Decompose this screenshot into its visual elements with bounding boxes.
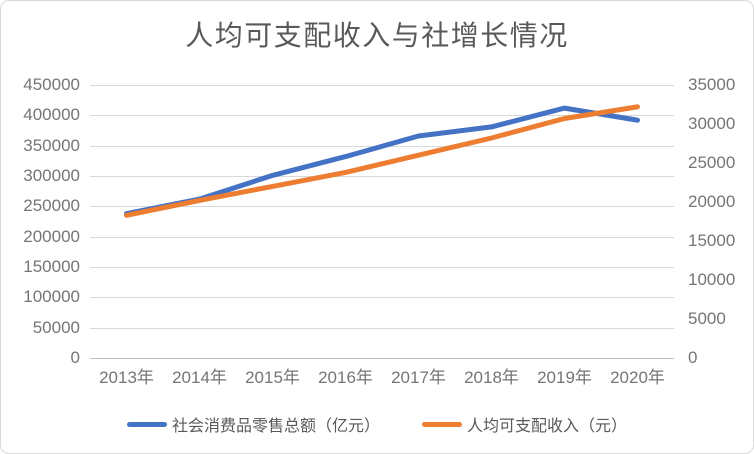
x-tick-label: 2018年 (464, 368, 519, 387)
y-left-tick-label: 450000 (23, 75, 80, 94)
gridline (90, 176, 674, 177)
x-tick-label: 2015年 (245, 368, 300, 387)
x-axis-line (90, 358, 674, 359)
legend-label-retail: 社会消费品零售总额（亿元） (171, 418, 380, 435)
y-right-tick-label: 0 (688, 348, 698, 367)
y-left-tick-label: 150000 (23, 257, 80, 276)
gridline (90, 85, 674, 86)
y-axis-right: 0 5000 10000 15000 20000 25000 30000 35000 (688, 75, 750, 367)
gridline (90, 327, 674, 329)
y-left-tick-label: 250000 (23, 196, 80, 216)
x-tick-label: 2013年 (99, 368, 154, 387)
legend-swatch-retail-line (126, 421, 167, 427)
x-tick-label: 2014年 (172, 368, 227, 387)
x-tick-label: 2016年 (318, 368, 373, 387)
x-tick-label: 2019年 (537, 368, 592, 387)
gridline (90, 297, 674, 299)
chart-title: 人均可支配收入与社增长情况 (185, 20, 569, 51)
y-left-tick-label: 100000 (23, 287, 80, 307)
gridline (90, 145, 674, 147)
gridline (90, 267, 674, 268)
x-tick-label: 2020年 (610, 368, 665, 387)
y-left-tick-label: 0 (70, 348, 80, 367)
plot-area (90, 85, 674, 359)
y-right-tick-label: 25000 (688, 153, 736, 172)
gridline (90, 206, 674, 208)
x-tick-label: 2017年 (391, 368, 446, 387)
gridline (90, 115, 674, 117)
y-left-tick-label: 50000 (32, 317, 80, 337)
y-right-tick-label: 5000 (688, 309, 726, 328)
y-left-tick-label: 400000 (23, 105, 80, 125)
y-right-tick-label: 15000 (688, 231, 736, 250)
x-axis: 2013年 2014年 2015年 2016年 2017年 2018年 2019年 2020年 (90, 367, 674, 389)
legend: 社会消费品零售总额（亿元） 人均可支配收入（元） (1, 406, 753, 442)
legend-item-income: 人均可支配收入（元） (422, 412, 627, 436)
y-right-tick-label: 35000 (688, 75, 736, 94)
y-right-tick-label: 20000 (688, 192, 736, 211)
legend-item-retail: 社会消费品零售总额（亿元） (126, 412, 380, 436)
legend-label-income: 人均可支配收入（元） (467, 418, 628, 435)
y-axis-left: 0 50000 100000 150000 200000 250000 300000 3500… (9, 75, 80, 367)
y-right-tick-label: 10000 (688, 270, 736, 289)
legend-swatch-income-line (422, 421, 462, 427)
y-right-tick-label: 30000 (688, 114, 736, 133)
y-left-tick-label: 200000 (23, 226, 80, 246)
y-left-tick-label: 350000 (23, 135, 80, 155)
gridline (90, 236, 674, 238)
y-left-tick-label: 300000 (23, 166, 80, 185)
